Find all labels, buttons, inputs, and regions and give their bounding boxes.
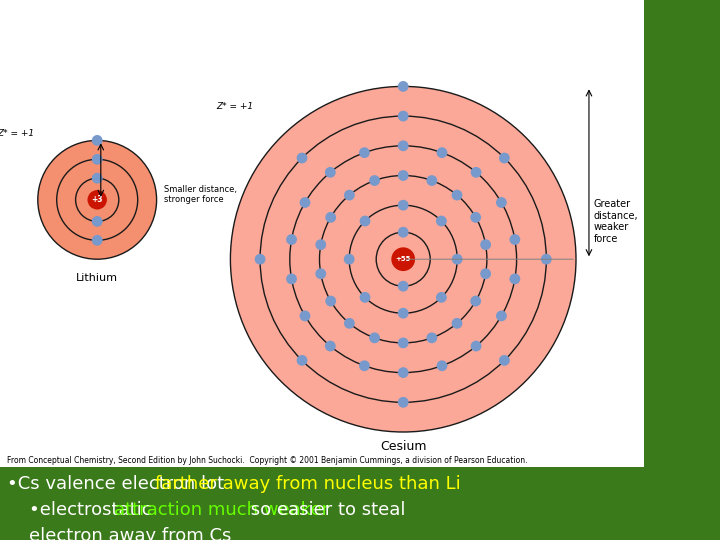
Ellipse shape [436,147,447,158]
Ellipse shape [88,190,107,210]
Ellipse shape [470,296,481,307]
Ellipse shape [496,197,507,208]
Text: attraction much weaker: attraction much weaker [114,501,329,519]
Bar [0,0,644,467]
Text: Smaller distance,
stronger force: Smaller distance, stronger force [164,185,237,204]
Text: Greater
distance,
weaker
force: Greater distance, weaker force [594,199,639,244]
Ellipse shape [290,146,517,373]
Ellipse shape [349,205,457,313]
Ellipse shape [436,292,447,303]
Ellipse shape [92,135,103,146]
Ellipse shape [398,111,409,122]
Text: •Cs valence electron lot: •Cs valence electron lot [7,475,230,493]
Ellipse shape [398,397,409,408]
Ellipse shape [436,215,447,226]
Ellipse shape [92,154,103,165]
Ellipse shape [359,360,370,371]
Ellipse shape [325,341,336,352]
Ellipse shape [359,292,370,303]
Text: From Conceptual Chemistry, Second Edition by John Suchocki.  Copyright © 2001 Be: From Conceptual Chemistry, Second Editio… [7,456,528,465]
Text: Lithium: Lithium [76,273,118,283]
Text: Cesium: Cesium [380,440,426,453]
Ellipse shape [398,308,409,319]
Ellipse shape [471,341,482,352]
Ellipse shape [297,355,307,366]
Ellipse shape [398,281,409,292]
Ellipse shape [320,176,487,343]
Ellipse shape [286,234,297,245]
Ellipse shape [325,212,336,222]
Ellipse shape [398,338,409,348]
Ellipse shape [344,318,355,329]
Ellipse shape [92,173,103,184]
Ellipse shape [297,153,307,164]
Ellipse shape [369,333,380,343]
Text: farther away from nucleus than Li: farther away from nucleus than Li [155,475,461,493]
Ellipse shape [499,153,510,164]
Text: •electrostatic: •electrostatic [29,501,157,519]
Ellipse shape [359,147,370,158]
Ellipse shape [398,81,409,92]
Ellipse shape [496,310,507,321]
Ellipse shape [398,200,409,211]
Ellipse shape [92,216,103,227]
Ellipse shape [398,227,409,238]
Ellipse shape [480,268,491,279]
Ellipse shape [76,178,119,221]
Ellipse shape [426,333,437,343]
Ellipse shape [398,140,409,151]
Ellipse shape [451,318,462,329]
Ellipse shape [392,247,415,271]
Ellipse shape [377,232,431,286]
Text: electron away from Cs: electron away from Cs [29,527,231,540]
Ellipse shape [398,367,409,378]
Ellipse shape [315,268,326,279]
Ellipse shape [369,175,380,186]
Ellipse shape [470,212,481,222]
Ellipse shape [255,254,266,265]
Ellipse shape [452,254,462,265]
Ellipse shape [325,167,336,178]
Ellipse shape [300,310,310,321]
Ellipse shape [499,355,510,366]
Ellipse shape [426,175,437,186]
Ellipse shape [344,190,355,200]
Text: Z* = +1: Z* = +1 [0,129,35,138]
Ellipse shape [37,140,157,259]
Text: so easier to steal: so easier to steal [245,501,405,519]
Ellipse shape [510,234,521,245]
Text: +3: +3 [91,195,103,204]
Ellipse shape [300,197,310,208]
Ellipse shape [57,159,138,240]
Ellipse shape [436,360,447,371]
Ellipse shape [541,254,552,265]
Ellipse shape [398,170,409,181]
Ellipse shape [510,273,521,284]
Ellipse shape [260,116,546,402]
Ellipse shape [451,190,462,200]
Ellipse shape [344,254,355,265]
Ellipse shape [480,239,491,250]
Ellipse shape [286,273,297,284]
Ellipse shape [359,215,370,226]
Text: +55: +55 [395,256,411,262]
Ellipse shape [230,86,576,432]
Ellipse shape [315,239,326,250]
Text: Z* = +1: Z* = +1 [216,102,253,111]
Ellipse shape [92,235,103,246]
Ellipse shape [471,167,482,178]
Ellipse shape [325,295,336,306]
